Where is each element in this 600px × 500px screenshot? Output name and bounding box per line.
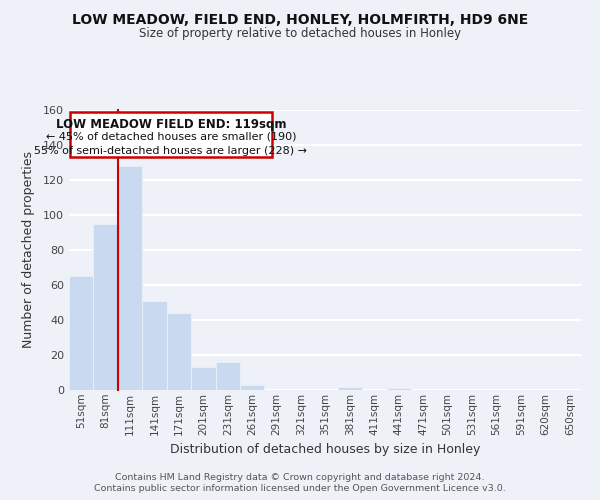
X-axis label: Distribution of detached houses by size in Honley: Distribution of detached houses by size … — [170, 443, 481, 456]
Text: LOW MEADOW FIELD END: 119sqm: LOW MEADOW FIELD END: 119sqm — [56, 118, 286, 131]
Text: ← 45% of detached houses are smaller (190): ← 45% of detached houses are smaller (19… — [46, 132, 296, 142]
Bar — [386, 388, 411, 390]
Text: Contains HM Land Registry data © Crown copyright and database right 2024.: Contains HM Land Registry data © Crown c… — [115, 472, 485, 482]
FancyBboxPatch shape — [70, 112, 272, 157]
Text: Size of property relative to detached houses in Honley: Size of property relative to detached ho… — [139, 28, 461, 40]
Bar — [215, 362, 240, 390]
Bar — [142, 300, 167, 390]
Bar — [94, 224, 118, 390]
Text: LOW MEADOW, FIELD END, HONLEY, HOLMFIRTH, HD9 6NE: LOW MEADOW, FIELD END, HONLEY, HOLMFIRTH… — [72, 12, 528, 26]
Text: Contains public sector information licensed under the Open Government Licence v3: Contains public sector information licen… — [94, 484, 506, 493]
Text: 55% of semi-detached houses are larger (228) →: 55% of semi-detached houses are larger (… — [34, 146, 307, 156]
Bar — [167, 313, 191, 390]
Y-axis label: Number of detached properties: Number of detached properties — [22, 152, 35, 348]
Bar — [338, 386, 362, 390]
Bar — [69, 276, 94, 390]
Bar — [118, 166, 142, 390]
Bar — [240, 385, 265, 390]
Bar — [191, 367, 215, 390]
